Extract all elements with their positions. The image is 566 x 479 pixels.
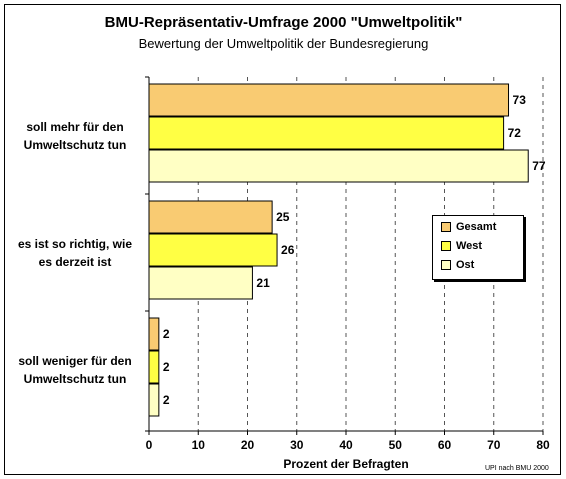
x-tick-label: 0 [146,438,153,452]
category-label: soll mehr für den [26,120,123,134]
data-label: 2 [163,360,170,374]
chart-subtitle: Bewertung der Umweltpolitik der Bundesre… [138,36,429,51]
bar-gesamt [148,83,510,117]
legend: Gesamt West Ost [432,215,524,280]
legend-item-ost: Ost [441,259,474,271]
source-note: UPI nach BMU 2000 [485,465,549,472]
bar-ost [148,383,160,417]
bar-west [148,350,160,384]
category-label: Umweltschutz tun [24,138,127,152]
legend-label-west: West [456,240,483,252]
legend-item-gesamt: Gesamt [441,221,496,233]
legend-label-ost: Ost [456,259,475,271]
data-label: 21 [256,276,270,290]
x-tick-label: 20 [241,438,255,452]
bar-gesamt [148,200,273,234]
chart-frame: BMU-Repräsentativ-Umfrage 2000 "Umweltpo… [4,4,561,475]
x-tick-label: 70 [487,438,501,452]
bars [148,83,529,417]
x-tick-label: 50 [389,438,403,452]
bar-west [148,116,505,150]
x-tick-label: 80 [536,438,550,452]
bar-ost [148,149,529,183]
bar-west [148,233,278,267]
data-label: 2 [163,327,170,341]
chart-title: BMU-Repräsentativ-Umfrage 2000 "Umweltpo… [104,14,463,31]
legend-swatch-ost [441,260,451,270]
bar-ost [148,266,253,300]
data-label: 25 [276,210,290,224]
axes [145,76,544,435]
x-tick-label: 40 [339,438,353,452]
data-label: 72 [508,126,522,140]
x-tick-label: 60 [438,438,452,452]
category-label: es derzeit ist [39,255,112,269]
legend-label-gesamt: Gesamt [456,221,497,233]
category-label: soll weniger für den [18,354,131,368]
data-label: 26 [281,243,295,257]
legend-swatch-west [441,241,451,251]
legend-swatch-gesamt [441,222,451,232]
bar-gesamt [148,317,160,351]
category-label: Umweltschutz tun [24,372,127,386]
data-label: 77 [532,159,546,173]
data-label: 2 [163,393,170,407]
x-tick-label: 30 [290,438,304,452]
x-tick-label: 10 [192,438,206,452]
x-axis-title: Prozent der Befragten [283,457,408,471]
category-label: es ist so richtig, wie [18,237,132,251]
data-label: 73 [513,93,527,107]
legend-item-west: West [441,240,482,252]
